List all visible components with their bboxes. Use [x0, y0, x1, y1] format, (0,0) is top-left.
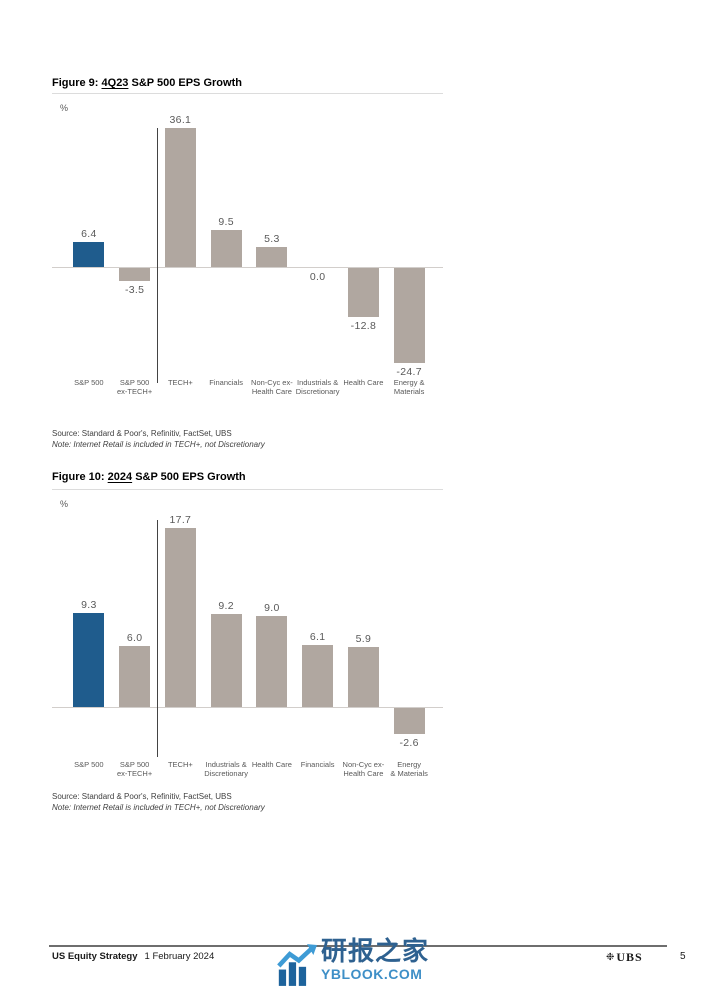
bar-value-label: 5.9	[355, 633, 372, 646]
watermark-name-cn: 研报之家	[321, 936, 430, 966]
x-axis-label: Health Care	[251, 760, 292, 769]
eps-growth-chart-4q23: % 6.4 S&P 500 -3.5 S&P 500 ex-TECH+ 36.1 TECH+…	[52, 96, 443, 396]
bar-value-label: 9.2	[218, 600, 234, 613]
bar-financials	[302, 645, 334, 707]
figure9-source-block: Source: Standard & Poor's, Refinitiv, Fa…	[52, 429, 265, 450]
ubs-logo: ❉ UBS	[606, 950, 643, 965]
x-axis-label: TECH+	[167, 378, 193, 387]
x-axis-label: Financials	[300, 760, 335, 769]
bar-value-label: 9.3	[81, 599, 97, 612]
bar-s-p-500	[73, 242, 105, 267]
index-vs-sectors-divider-line	[156, 128, 159, 383]
bar-value-label: -24.7	[396, 366, 422, 379]
x-axis-label: TECH+	[167, 760, 193, 769]
bar-value-label: 9.5	[218, 216, 234, 229]
figure9-title-text: S&P 500 EPS Growth	[131, 77, 242, 89]
watermark-text: 研报之家 YBLOOK.COM	[321, 937, 429, 982]
footer-divider	[49, 945, 667, 947]
x-axis-label: Financials	[209, 378, 243, 387]
page-number: 5	[680, 951, 686, 962]
bar-value-label: 6.0	[126, 632, 143, 645]
yblook-watermark: 研报之家 YBLOOK.COM	[277, 937, 429, 986]
bar-health-care	[256, 616, 288, 707]
eps-growth-chart-2024: % 9.3 S&P 500 6.0 S&P 500 ex-TECH+ 17.7 TECH+ 9…	[52, 492, 443, 792]
x-axis-label: S&P 500 ex-TECH+	[117, 378, 153, 396]
bar-s-p-500-ex-tech-	[119, 646, 151, 707]
bar-value-label: 6.4	[81, 228, 97, 241]
bar-s-p-500	[73, 613, 105, 707]
ubs-wordmark: UBS	[616, 950, 643, 964]
figure10-source: Source: Standard & Poor's, Refinitiv, Fa…	[52, 792, 232, 801]
bar-value-label: -3.5	[124, 284, 145, 297]
figure9-note: Note: Internet Retail is included in TEC…	[52, 439, 265, 449]
x-axis-label: Industrials & Discretionary	[204, 760, 248, 778]
x-axis-label: S&P 500	[74, 760, 104, 769]
bar-s-p-500-ex-tech-	[119, 268, 151, 282]
publication-name: US Equity Strategy	[52, 951, 138, 962]
bar-energy-materials	[393, 708, 425, 735]
bar-energy-materials	[393, 268, 425, 364]
x-axis-label: Non-Cyc ex- Health Care	[251, 378, 293, 396]
y-axis-unit-label: %	[60, 103, 69, 113]
publication-date: 1 February 2024	[144, 951, 215, 962]
x-axis-label: Industrials & Discretionary	[295, 378, 340, 396]
figure9-title-rule	[52, 93, 443, 94]
x-axis-label: Energy & Materials	[390, 760, 428, 778]
bar-value-label: -12.8	[350, 320, 377, 333]
y-axis-unit-label: %	[60, 499, 69, 509]
figure9-period: 4Q23	[101, 77, 129, 89]
figure10-title-rule	[52, 489, 443, 490]
bar-value-label: 5.3	[264, 232, 280, 245]
bar-industrials-discretionary	[210, 614, 242, 707]
figure10-note: Note: Internet Retail is included in TEC…	[52, 802, 265, 812]
zero-baseline	[52, 707, 443, 708]
bar-tech-	[164, 128, 196, 267]
figure10-source-block: Source: Standard & Poor's, Refinitiv, Fa…	[52, 792, 265, 813]
x-axis-label: Energy & Materials	[393, 378, 425, 396]
x-axis-label: S&P 500 ex-TECH+	[117, 760, 153, 778]
zero-baseline	[52, 267, 443, 268]
figure10-label: Figure 10:	[52, 471, 105, 483]
figure9-label: Figure 9:	[52, 77, 99, 89]
x-axis-label: Health Care	[343, 378, 384, 387]
x-axis-label: Non-Cyc ex- Health Care	[342, 760, 385, 778]
figure10-title: Figure 10: 2024 S&P 500 EPS Growth	[52, 471, 246, 483]
figure10-title-text: S&P 500 EPS Growth	[135, 471, 246, 483]
bar-value-label: 17.7	[169, 514, 192, 527]
figure9-title: Figure 9: 4Q23 S&P 500 EPS Growth	[52, 77, 242, 89]
bar-value-label: 36.1	[169, 114, 192, 126]
bar-value-label: 6.1	[309, 631, 326, 644]
bar-value-label: 9.0	[264, 602, 280, 615]
x-axis-label: S&P 500	[74, 378, 104, 387]
index-vs-sectors-divider-line	[156, 520, 159, 757]
yblook-chart-logo-icon	[277, 944, 317, 986]
watermark-site-url: YBLOOK.COM	[321, 966, 423, 982]
bar-tech-	[164, 528, 196, 707]
bar-non-cyc-ex-health-care	[256, 246, 288, 267]
figure10-period: 2024	[107, 471, 133, 483]
bar-value-label: 0.0	[309, 271, 326, 283]
footer-publication-info: US Equity Strategy 1 February 2024	[52, 951, 214, 962]
bar-value-label: -2.6	[399, 737, 419, 750]
bar-non-cyc-ex-health-care	[347, 647, 379, 707]
ubs-keys-icon: ❉	[606, 951, 615, 963]
figure9-source: Source: Standard & Poor's, Refinitiv, Fa…	[52, 429, 232, 438]
bar-health-care	[347, 268, 379, 318]
bar-financials	[210, 230, 242, 267]
